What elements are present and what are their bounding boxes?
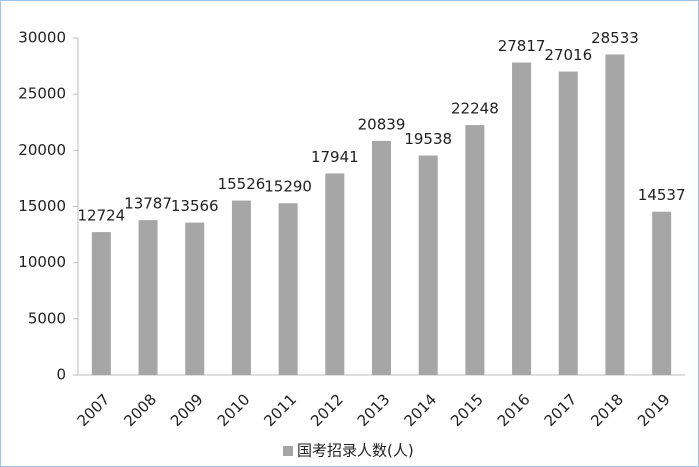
data-label: 27817 [498,37,546,55]
data-label: 13566 [171,197,219,215]
data-label: 12724 [77,207,125,225]
data-label: 19538 [404,130,452,148]
y-tick-label: 0 [56,366,66,384]
y-tick-label: 15000 [18,197,66,215]
y-tick-label: 25000 [18,85,66,103]
y-tick-label: 30000 [18,29,66,47]
data-label: 15526 [218,175,266,193]
data-label: 20839 [358,115,406,133]
bar [558,71,578,375]
legend-swatch [283,446,293,456]
y-tick-label: 20000 [18,141,66,159]
bar [138,220,158,375]
data-label: 22248 [451,100,499,118]
bar [652,211,672,375]
data-label: 14537 [638,186,686,204]
y-tick-label: 5000 [28,309,66,327]
bar [91,232,111,375]
data-label: 15290 [264,178,312,196]
data-label: 13787 [124,195,172,213]
data-label: 28533 [591,29,639,47]
bar [605,54,625,375]
data-label: 27016 [544,46,592,64]
y-tick-label: 10000 [18,253,66,271]
bar [185,222,205,375]
bar [512,62,532,375]
bar [465,125,485,375]
bar [278,203,298,375]
legend-label: 国考招录人数(人) [297,442,414,460]
bar [325,173,345,375]
bar [231,200,251,375]
bar [418,155,438,375]
bar [372,140,391,375]
data-label: 17941 [311,148,359,166]
